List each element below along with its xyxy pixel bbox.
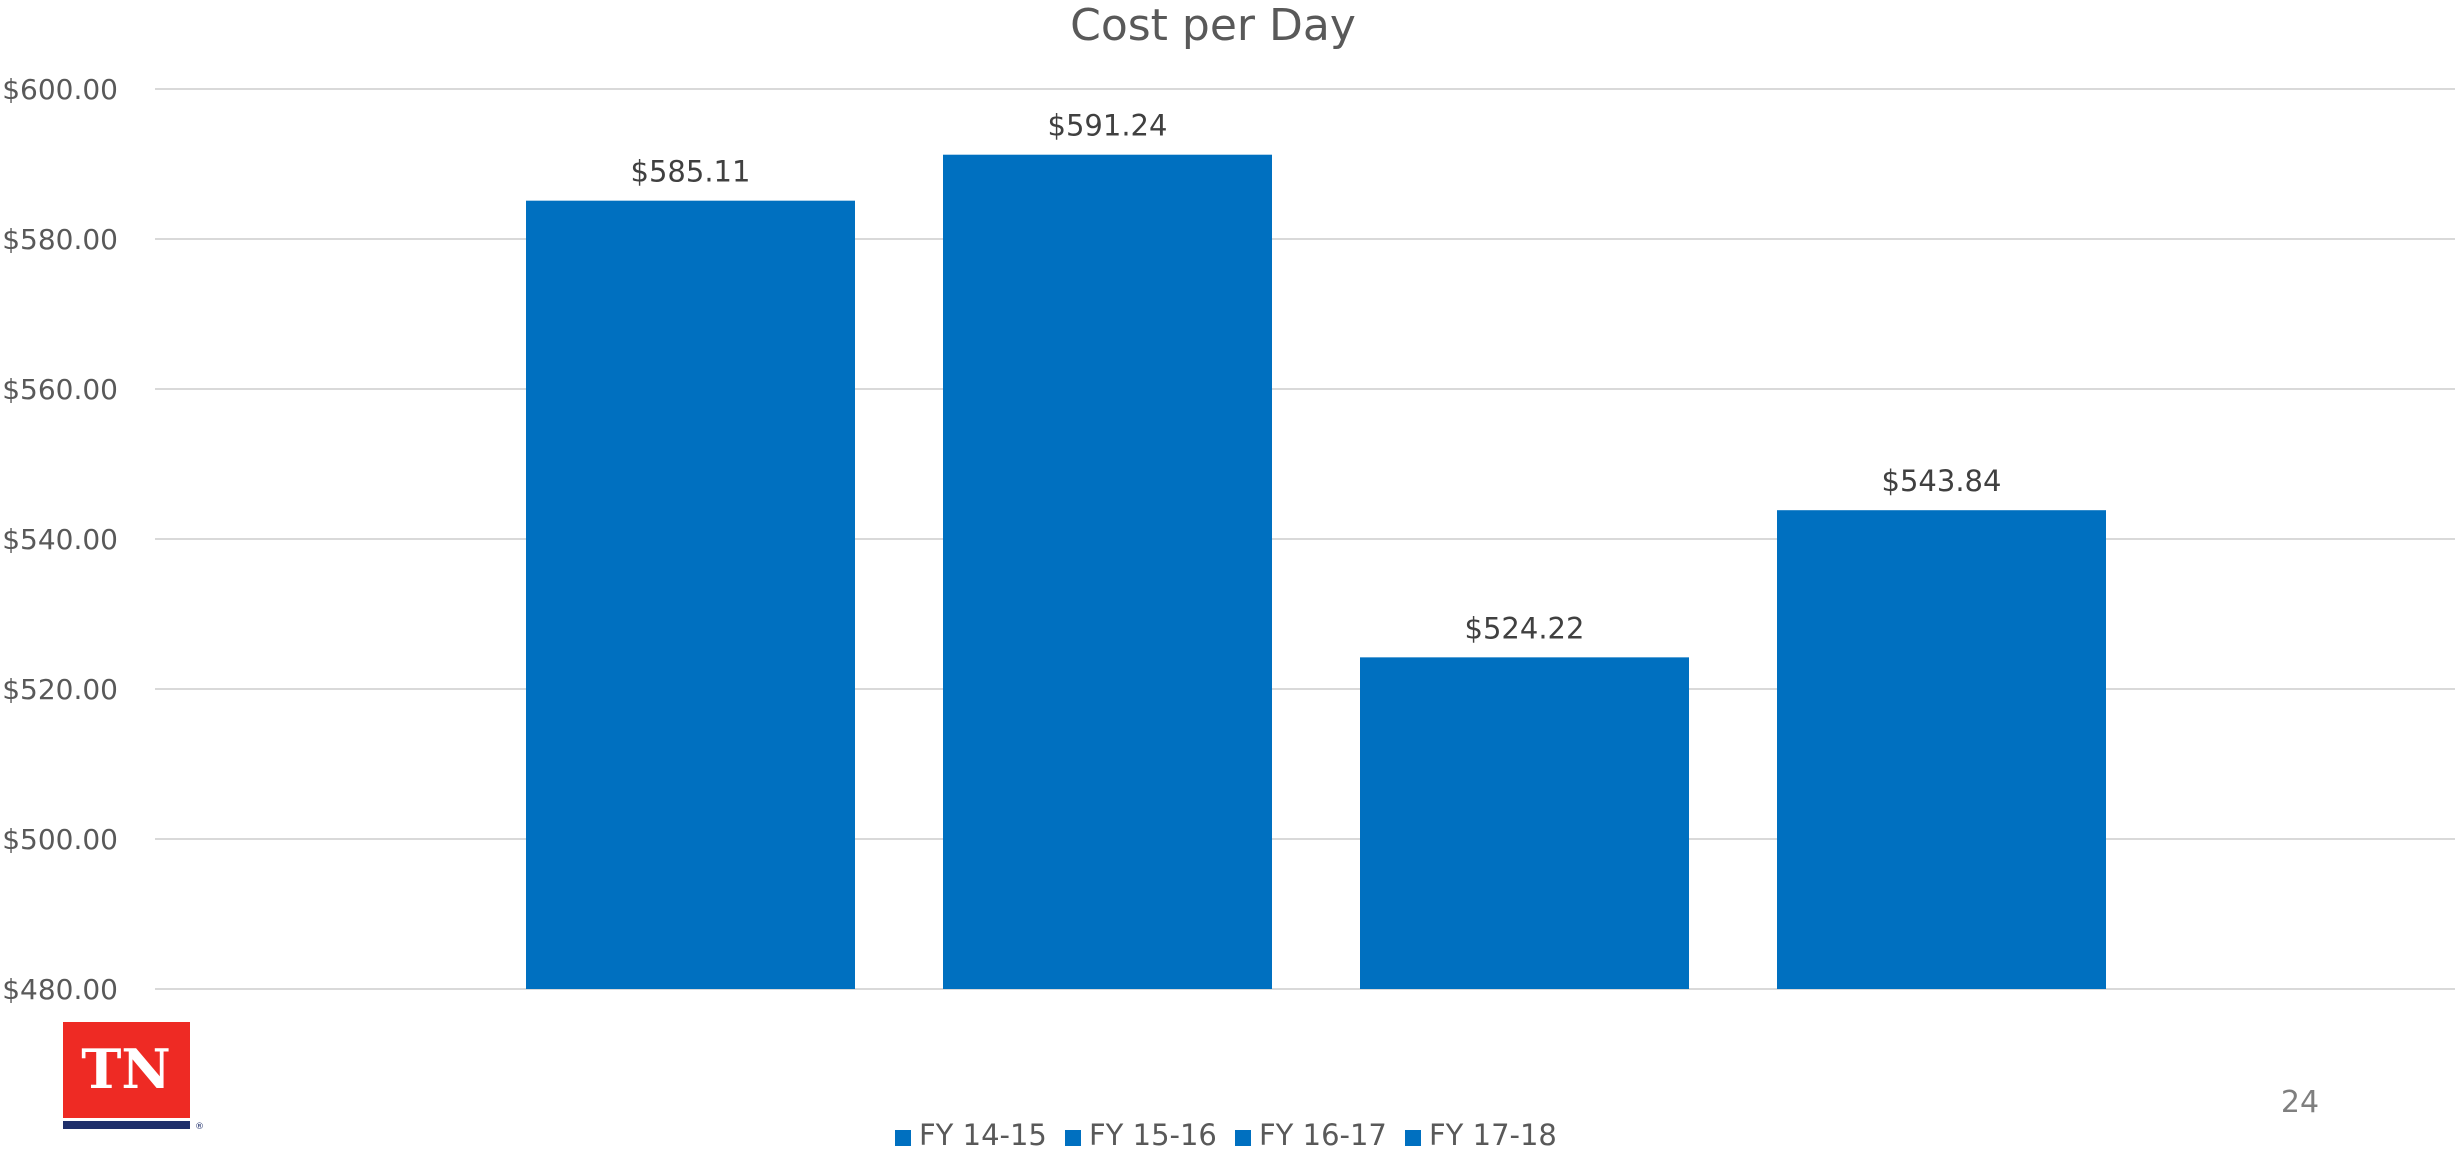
- legend-label: FY 17-18: [1429, 1118, 1557, 1152]
- gridlines: [155, 88, 2455, 990]
- bar: [1777, 510, 2106, 989]
- data-label: $543.84: [1882, 464, 2002, 498]
- bar: [943, 154, 1272, 989]
- legend-label: FY 16-17: [1259, 1118, 1387, 1152]
- data-label: $585.11: [631, 155, 751, 189]
- y-tick-label: $600.00: [2, 73, 118, 106]
- tn-logo-text: TN: [81, 1037, 171, 1101]
- y-tick-label: $520.00: [2, 673, 118, 706]
- registered-mark: ®: [195, 1122, 204, 1132]
- legend-swatch: [1405, 1130, 1421, 1146]
- legend-swatch: [1235, 1130, 1251, 1146]
- y-tick-label: $500.00: [2, 823, 118, 856]
- legend-swatch: [1065, 1130, 1081, 1146]
- y-axis-ticks: $480.00 $500.00 $520.00 $540.00 $560.00 $580.…: [2, 73, 118, 1006]
- tn-logo-background: [63, 1022, 190, 1118]
- bars: [526, 154, 2106, 990]
- legend-swatch: [895, 1130, 911, 1146]
- tn-logo-underline: [63, 1121, 190, 1129]
- y-tick-label: $540.00: [2, 523, 118, 556]
- bar: [1360, 657, 1689, 989]
- y-tick-label: $480.00: [2, 973, 118, 1006]
- tn-logo: TN ®: [63, 1022, 204, 1132]
- data-label: $591.24: [1048, 109, 1168, 143]
- bar: [526, 200, 855, 990]
- legend-label: FY 14-15: [919, 1118, 1047, 1152]
- y-tick-label: $560.00: [2, 373, 118, 406]
- data-labels: $585.11 $591.24 $524.22 $543.84: [631, 109, 2002, 646]
- chart-title: Cost per Day: [1070, 0, 1356, 51]
- y-tick-label: $580.00: [2, 223, 118, 256]
- page-number: 24: [2281, 1085, 2319, 1120]
- legend: FY 14-15 FY 15-16 FY 16-17 FY 17-18: [895, 1118, 1557, 1152]
- data-label: $524.22: [1465, 611, 1585, 645]
- legend-label: FY 15-16: [1089, 1118, 1217, 1152]
